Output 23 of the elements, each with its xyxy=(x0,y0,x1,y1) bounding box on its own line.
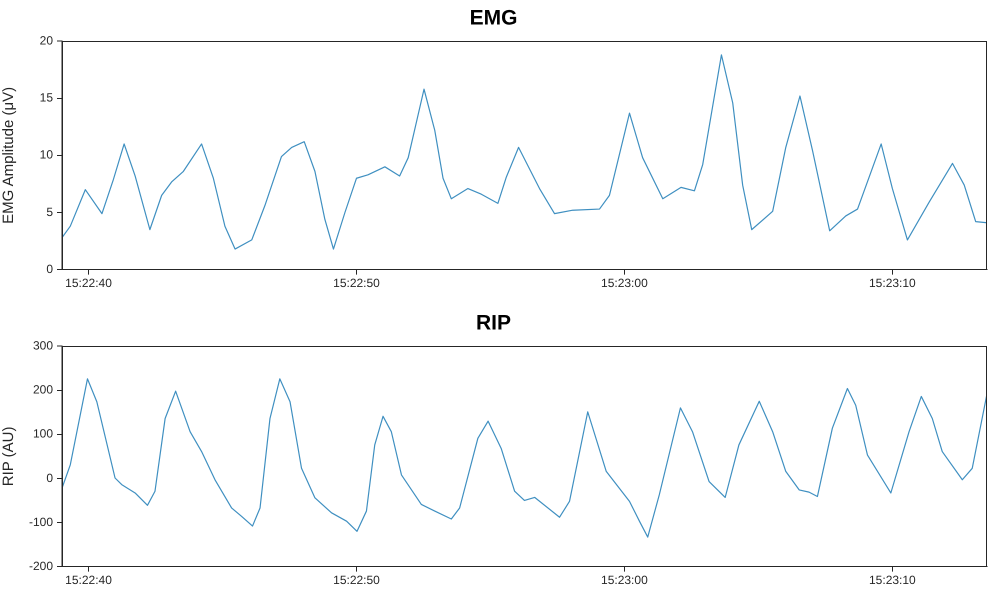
x-tick-label: 15:23:10 xyxy=(869,276,916,290)
chart-title: RIP xyxy=(476,311,512,334)
x-tick-label: 15:23:00 xyxy=(601,276,648,290)
x-tick-label: 15:22:50 xyxy=(333,276,380,290)
x-tick-label: 15:22:40 xyxy=(65,573,112,588)
y-tick-label: 100 xyxy=(32,426,54,441)
y-tick-label: 15 xyxy=(40,90,54,105)
y-tick-label: 5 xyxy=(46,204,54,219)
x-tick-label: 15:23:00 xyxy=(601,573,648,588)
y-axis-title: RIP (AU) xyxy=(0,426,18,486)
x-tick-label: 15:22:50 xyxy=(333,573,380,588)
y-tick-label: 20 xyxy=(40,34,54,48)
chart-title: EMG xyxy=(470,6,518,30)
y-tick-label: 0 xyxy=(46,262,54,276)
y-tick-label: 10 xyxy=(40,148,54,162)
x-tick-label: 15:23:10 xyxy=(869,573,916,588)
y-tick-label: -100 xyxy=(28,514,54,529)
y-tick-label: 0 xyxy=(46,470,54,485)
y-tick-label: -200 xyxy=(28,558,54,573)
y-tick-label: 200 xyxy=(32,382,54,397)
y-axis-title: EMG Amplitude (μV) xyxy=(0,86,18,224)
x-tick-label: 15:22:40 xyxy=(65,276,112,290)
y-tick-label: 300 xyxy=(32,338,54,353)
